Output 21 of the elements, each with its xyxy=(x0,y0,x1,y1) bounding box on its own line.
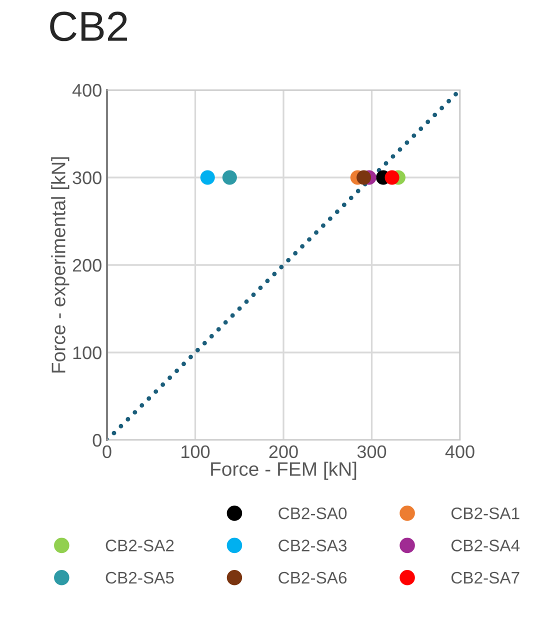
y-axis-title: Force - experimental [kN] xyxy=(51,157,70,373)
legend-label: CB2-SA3 xyxy=(278,540,347,552)
y-tick-label: 200 xyxy=(72,258,102,272)
legend-label: CB2-SA6 xyxy=(278,572,347,584)
x-tick-label: 400 xyxy=(445,445,474,458)
x-tick-label: 300 xyxy=(357,445,386,458)
x-tick-label: 100 xyxy=(182,445,210,458)
legend-label: CB2-SA2 xyxy=(106,540,174,552)
chart-title: CB2 xyxy=(50,12,127,42)
legend-label: CB2-SA5 xyxy=(106,572,174,584)
x-tick-label: 200 xyxy=(269,445,298,458)
legend-label: CB2-SA7 xyxy=(451,572,520,584)
y-tick-label: 300 xyxy=(72,171,102,184)
legend-label: CB2-SA4 xyxy=(451,540,520,552)
x-tick-label: 0 xyxy=(102,445,112,458)
legend-label: CB2-SA0 xyxy=(278,507,347,520)
y-tick-label: 0 xyxy=(92,434,102,447)
x-axis-title: Force - FEM [kN] xyxy=(211,462,356,480)
y-tick-label: 100 xyxy=(73,346,102,360)
y-tick-label: 400 xyxy=(72,84,102,97)
legend-label: CB2-SA1 xyxy=(451,507,520,520)
